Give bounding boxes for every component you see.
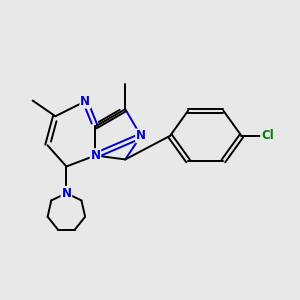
- Text: N: N: [61, 187, 71, 200]
- Text: Cl: Cl: [261, 129, 274, 142]
- Text: N: N: [136, 129, 146, 142]
- Text: N: N: [90, 149, 100, 162]
- Text: N: N: [80, 95, 90, 108]
